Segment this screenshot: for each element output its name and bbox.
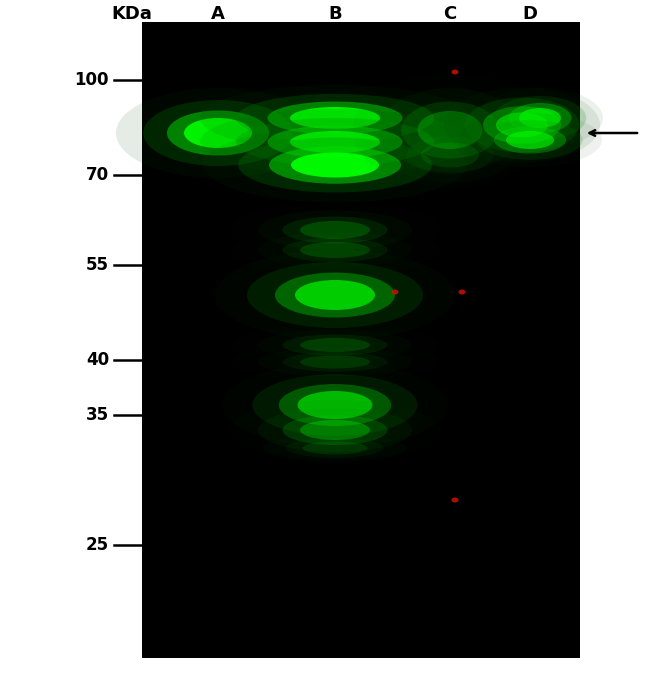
Ellipse shape (200, 85, 470, 151)
Ellipse shape (458, 290, 465, 295)
Ellipse shape (200, 109, 470, 175)
Ellipse shape (283, 238, 387, 262)
Ellipse shape (378, 88, 521, 172)
Ellipse shape (290, 131, 380, 153)
Ellipse shape (458, 113, 602, 167)
Ellipse shape (203, 128, 467, 202)
Ellipse shape (421, 143, 479, 168)
Ellipse shape (236, 94, 434, 142)
Ellipse shape (506, 131, 554, 149)
Ellipse shape (477, 120, 583, 160)
Ellipse shape (247, 262, 423, 328)
Ellipse shape (494, 96, 586, 140)
Ellipse shape (291, 152, 379, 177)
Ellipse shape (283, 335, 387, 355)
Ellipse shape (283, 217, 387, 244)
Ellipse shape (300, 221, 370, 239)
Ellipse shape (452, 497, 458, 502)
Ellipse shape (116, 88, 320, 178)
Text: KDa: KDa (112, 5, 153, 23)
Ellipse shape (268, 101, 402, 135)
Ellipse shape (494, 126, 566, 153)
Ellipse shape (275, 273, 395, 317)
Ellipse shape (465, 97, 579, 152)
Bar (142, 22, 580, 658)
Text: 35: 35 (86, 406, 109, 424)
Text: A: A (211, 5, 225, 23)
Ellipse shape (477, 88, 603, 148)
Text: 70: 70 (86, 166, 109, 184)
Ellipse shape (298, 391, 372, 419)
Ellipse shape (236, 118, 434, 166)
Text: 40: 40 (86, 351, 109, 369)
Ellipse shape (283, 415, 387, 445)
Ellipse shape (302, 442, 367, 455)
Ellipse shape (283, 353, 387, 372)
Ellipse shape (269, 146, 401, 184)
Ellipse shape (519, 108, 561, 128)
Ellipse shape (452, 70, 458, 75)
Ellipse shape (300, 355, 370, 368)
Ellipse shape (279, 384, 391, 426)
Ellipse shape (444, 88, 600, 163)
Ellipse shape (252, 374, 417, 436)
Ellipse shape (406, 136, 493, 174)
Ellipse shape (268, 126, 402, 159)
Ellipse shape (184, 118, 252, 148)
Ellipse shape (258, 408, 412, 452)
Ellipse shape (300, 338, 370, 352)
Ellipse shape (401, 101, 499, 159)
Ellipse shape (496, 112, 548, 137)
Ellipse shape (167, 110, 269, 155)
Text: 25: 25 (86, 536, 109, 554)
Ellipse shape (290, 107, 380, 129)
Ellipse shape (258, 210, 412, 250)
Text: C: C (443, 5, 456, 23)
Ellipse shape (286, 438, 384, 457)
Ellipse shape (143, 100, 292, 166)
Text: 55: 55 (86, 256, 109, 274)
Ellipse shape (300, 420, 370, 440)
Ellipse shape (483, 106, 561, 144)
Ellipse shape (238, 137, 432, 193)
Ellipse shape (508, 103, 571, 133)
Ellipse shape (391, 290, 398, 295)
Ellipse shape (295, 280, 375, 310)
Ellipse shape (215, 250, 455, 340)
Text: D: D (523, 5, 538, 23)
Ellipse shape (417, 111, 482, 149)
Ellipse shape (300, 242, 370, 258)
Text: 100: 100 (75, 71, 109, 89)
Text: B: B (328, 5, 342, 23)
Ellipse shape (222, 363, 447, 447)
